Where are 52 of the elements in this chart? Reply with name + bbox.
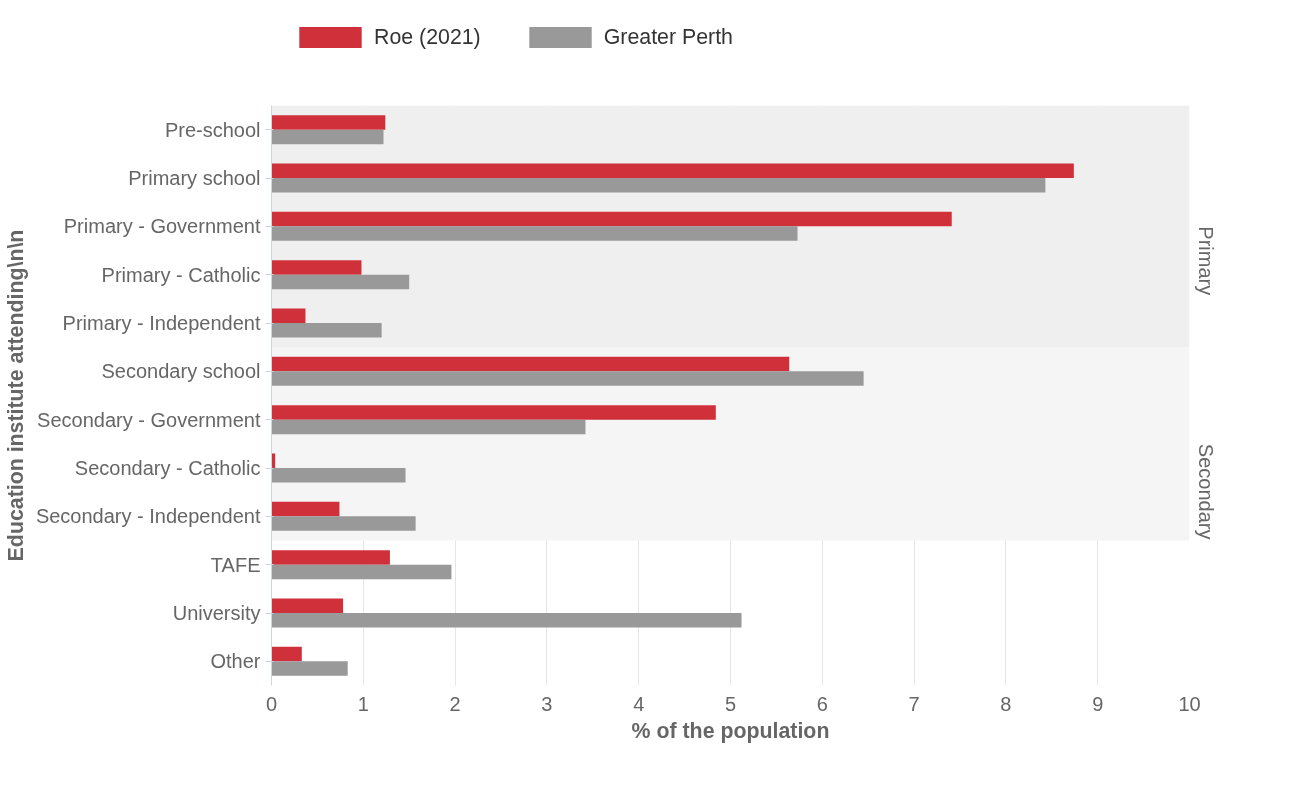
bar	[271, 260, 362, 275]
legend-label: Roe (2021)	[374, 24, 481, 50]
y-tick-label: Pre-school	[164, 118, 261, 141]
y-tick-label: Primary school	[128, 167, 261, 189]
bar	[271, 323, 382, 338]
bar	[271, 371, 864, 386]
band-label: Secondary	[1194, 443, 1217, 540]
bar	[271, 115, 386, 130]
bar	[271, 468, 406, 483]
y-tick-label: Primary - Independent	[62, 312, 261, 334]
y-tick-label: Secondary - Independent	[35, 505, 261, 528]
legend-label: Greater Perth	[603, 24, 733, 50]
x-tick-label: 8	[1000, 692, 1012, 715]
y-tick-label: Secondary - Catholic	[74, 457, 261, 479]
bar	[271, 419, 586, 435]
bar	[271, 550, 390, 565]
y-tick-label: University	[172, 602, 261, 624]
y-tick-label: TAFE	[210, 553, 261, 576]
x-tick-label: 3	[541, 692, 553, 715]
x-tick-label: 7	[908, 692, 920, 715]
x-tick-label: 10	[1178, 692, 1201, 715]
y-tick-label: Other	[210, 650, 261, 673]
x-tick-label: 9	[1092, 692, 1104, 715]
bar	[271, 226, 798, 241]
bar	[271, 564, 452, 580]
bar	[271, 405, 716, 420]
bar	[271, 178, 1046, 193]
x-tick-label: 6	[816, 692, 828, 715]
bar	[271, 308, 306, 323]
y-tick-label: Secondary - Government	[37, 408, 261, 431]
bar	[271, 129, 384, 145]
x-tick-label: 4	[633, 692, 645, 715]
bar	[271, 163, 1074, 178]
bar	[271, 274, 410, 290]
bar	[271, 501, 340, 517]
y-axis-title: Education institute attending\n\n	[3, 229, 28, 562]
x-tick-label: 2	[449, 692, 461, 715]
band-label: Primary	[1194, 226, 1217, 296]
x-axis-title: % of the population	[631, 718, 830, 743]
x-tick-label: 1	[357, 692, 369, 715]
bar	[271, 516, 416, 531]
bar	[271, 646, 302, 662]
x-tick-label: 0	[265, 692, 278, 715]
y-tick-label: Primary - Government	[63, 215, 261, 238]
bar	[271, 211, 952, 227]
bar	[271, 598, 344, 613]
bar	[271, 356, 790, 372]
bar	[271, 661, 348, 676]
x-tick-label: 5	[724, 692, 737, 715]
y-tick-label: Secondary school	[101, 360, 261, 383]
y-tick-label: Primary - Catholic	[101, 263, 261, 286]
bar	[271, 613, 742, 628]
